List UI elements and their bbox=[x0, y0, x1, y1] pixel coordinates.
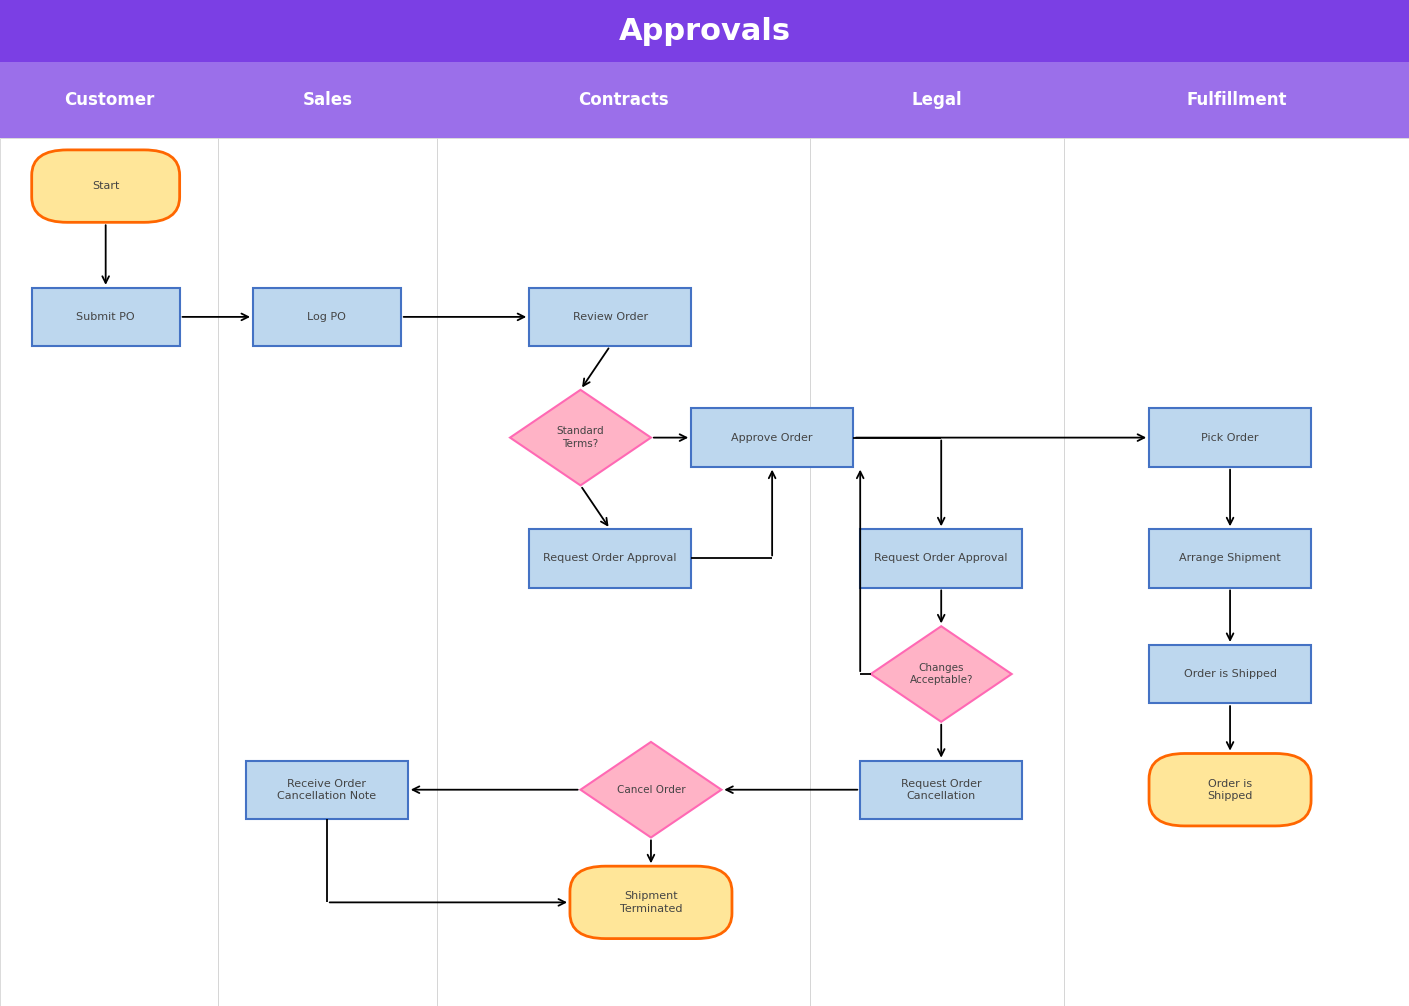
FancyBboxPatch shape bbox=[0, 0, 1409, 62]
Text: Arrange Shipment: Arrange Shipment bbox=[1179, 553, 1281, 563]
FancyBboxPatch shape bbox=[1148, 753, 1310, 826]
Text: Approve Order: Approve Order bbox=[731, 433, 813, 443]
Text: Fulfillment: Fulfillment bbox=[1186, 92, 1286, 109]
Text: Request Order Approval: Request Order Approval bbox=[544, 553, 676, 563]
FancyBboxPatch shape bbox=[218, 62, 437, 138]
FancyBboxPatch shape bbox=[569, 866, 733, 939]
Polygon shape bbox=[871, 626, 1012, 722]
Text: Pick Order: Pick Order bbox=[1202, 433, 1258, 443]
Text: Approvals: Approvals bbox=[619, 17, 790, 45]
FancyBboxPatch shape bbox=[218, 138, 437, 1006]
Text: Request Order Approval: Request Order Approval bbox=[875, 553, 1007, 563]
Text: Order is Shipped: Order is Shipped bbox=[1184, 669, 1277, 679]
Polygon shape bbox=[510, 390, 651, 486]
Text: Log PO: Log PO bbox=[307, 312, 347, 322]
Text: Sales: Sales bbox=[303, 92, 352, 109]
Text: Shipment
Terminated: Shipment Terminated bbox=[620, 891, 682, 913]
Text: Order is
Shipped: Order is Shipped bbox=[1208, 779, 1253, 801]
FancyBboxPatch shape bbox=[0, 62, 218, 138]
Text: Request Order
Cancellation: Request Order Cancellation bbox=[900, 779, 982, 801]
FancyBboxPatch shape bbox=[31, 288, 180, 346]
Text: Start: Start bbox=[92, 181, 120, 191]
Text: Review Order: Review Order bbox=[572, 312, 648, 322]
FancyBboxPatch shape bbox=[1064, 138, 1409, 1006]
FancyBboxPatch shape bbox=[810, 138, 1064, 1006]
Text: Contracts: Contracts bbox=[578, 92, 669, 109]
FancyBboxPatch shape bbox=[437, 138, 810, 1006]
FancyBboxPatch shape bbox=[859, 529, 1022, 588]
Polygon shape bbox=[581, 742, 721, 837]
Text: Changes
Acceptable?: Changes Acceptable? bbox=[909, 663, 974, 685]
Text: Cancel Order: Cancel Order bbox=[617, 785, 685, 795]
FancyBboxPatch shape bbox=[859, 761, 1022, 819]
Text: Submit PO: Submit PO bbox=[76, 312, 135, 322]
FancyBboxPatch shape bbox=[1148, 645, 1310, 703]
FancyBboxPatch shape bbox=[528, 529, 690, 588]
FancyBboxPatch shape bbox=[245, 761, 409, 819]
Text: Receive Order
Cancellation Note: Receive Order Cancellation Note bbox=[278, 779, 376, 801]
Text: Customer: Customer bbox=[63, 92, 155, 109]
FancyBboxPatch shape bbox=[1148, 529, 1310, 588]
FancyBboxPatch shape bbox=[254, 288, 402, 346]
FancyBboxPatch shape bbox=[1148, 408, 1310, 467]
Text: Legal: Legal bbox=[912, 92, 962, 109]
Text: Standard
Terms?: Standard Terms? bbox=[557, 427, 604, 449]
FancyBboxPatch shape bbox=[690, 408, 852, 467]
FancyBboxPatch shape bbox=[31, 150, 180, 222]
FancyBboxPatch shape bbox=[810, 62, 1064, 138]
FancyBboxPatch shape bbox=[0, 138, 218, 1006]
FancyBboxPatch shape bbox=[437, 62, 810, 138]
FancyBboxPatch shape bbox=[528, 288, 690, 346]
FancyBboxPatch shape bbox=[1064, 62, 1409, 138]
